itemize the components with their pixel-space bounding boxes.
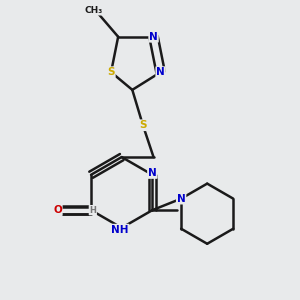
Text: NH: NH	[111, 225, 129, 235]
Text: CH₃: CH₃	[84, 6, 103, 15]
Text: N: N	[148, 168, 157, 178]
Text: N: N	[177, 194, 185, 204]
Text: S: S	[139, 120, 147, 130]
Text: O: O	[53, 205, 62, 215]
Text: N: N	[149, 32, 158, 42]
Text: H: H	[89, 206, 96, 215]
Text: S: S	[107, 67, 115, 77]
Text: N: N	[156, 67, 165, 77]
